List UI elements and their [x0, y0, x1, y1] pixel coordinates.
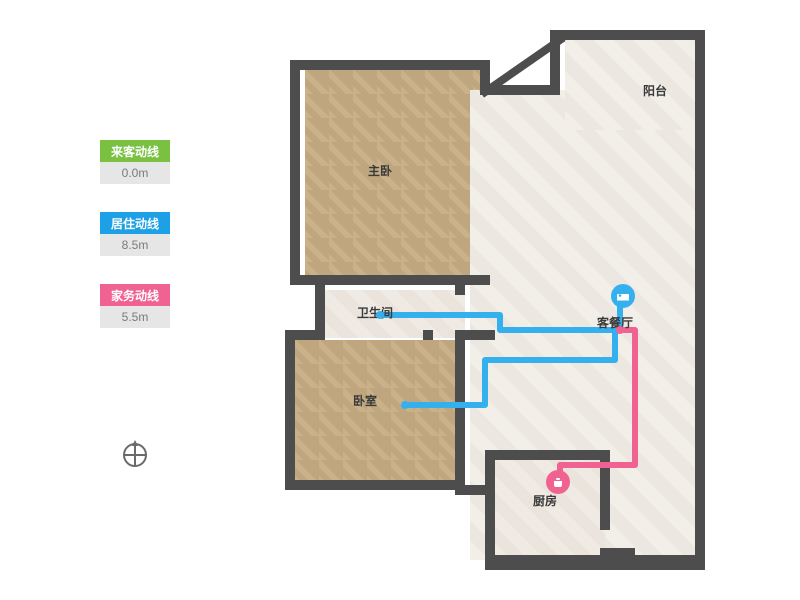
room-label-bath: 卫生间	[345, 304, 405, 321]
legend-item-guest: 来客动线 0.0m	[100, 140, 170, 184]
legend-item-chore: 家务动线 5.5m	[100, 284, 170, 328]
path-badge-chore	[546, 470, 570, 494]
path-dot-living-1	[401, 401, 409, 409]
room-label-bedroom: 卧室	[335, 392, 395, 409]
legend-swatch-guest: 来客动线	[100, 140, 170, 162]
legend-value-living: 8.5m	[100, 234, 170, 256]
floor-plan: 主卧卧室 卫生间客餐厅 阳台厨房	[265, 30, 705, 570]
room-label-living: 客餐厅	[585, 314, 645, 331]
room-label-master: 主卧	[350, 162, 410, 179]
room-label-balcony: 阳台	[625, 82, 685, 99]
legend: 来客动线 0.0m 居住动线 8.5m 家务动线 5.5m	[100, 140, 170, 356]
path-living-1	[405, 330, 615, 405]
legend-item-living: 居住动线 8.5m	[100, 212, 170, 256]
path-badge-living	[611, 284, 635, 308]
legend-value-chore: 5.5m	[100, 306, 170, 328]
path-chore-0	[560, 330, 635, 483]
legend-value-guest: 0.0m	[100, 162, 170, 184]
room-label-kitchen: 厨房	[515, 492, 575, 509]
legend-swatch-chore: 家务动线	[100, 284, 170, 306]
compass-icon	[120, 440, 150, 470]
legend-swatch-living: 居住动线	[100, 212, 170, 234]
path-dot-living-0	[376, 311, 384, 319]
path-living-0	[380, 305, 620, 330]
path-dot-chore-0	[616, 326, 624, 334]
